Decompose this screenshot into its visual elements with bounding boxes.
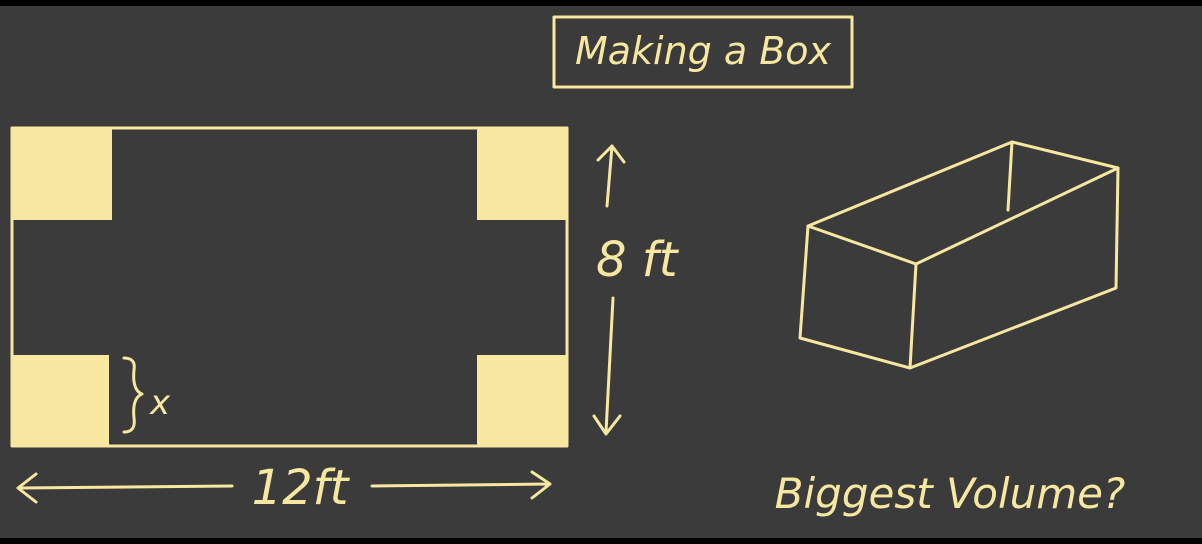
width-label: 12ft (252, 460, 351, 516)
height-label: 8 ft (596, 232, 680, 288)
title-text: Making a Box (575, 29, 832, 73)
box-sketch (798, 140, 1120, 370)
height-arrow-bottom (592, 296, 622, 436)
box-back-vertical (1006, 140, 1014, 212)
diagram-canvas: Making a Box x 8 ft 12ft Biggest Volume? (10, 15, 1126, 518)
corner-square-bottom-left (12, 355, 109, 446)
corner-square-bottom-right (477, 355, 567, 446)
question-text: Biggest Volume? (775, 469, 1126, 518)
cut-brace (122, 356, 144, 434)
title-box (552, 15, 854, 89)
cut-label: x (149, 383, 171, 423)
sheet-outline (10, 126, 569, 448)
corner-square-top-left (12, 128, 112, 220)
box-right-edge (908, 166, 1120, 370)
width-arrow-left (16, 472, 234, 504)
width-arrow-right (370, 470, 552, 500)
height-arrow-top (596, 144, 626, 208)
corner-square-top-right (477, 128, 567, 220)
box-top-left-edge (806, 140, 1120, 266)
box-front-face (798, 224, 918, 370)
